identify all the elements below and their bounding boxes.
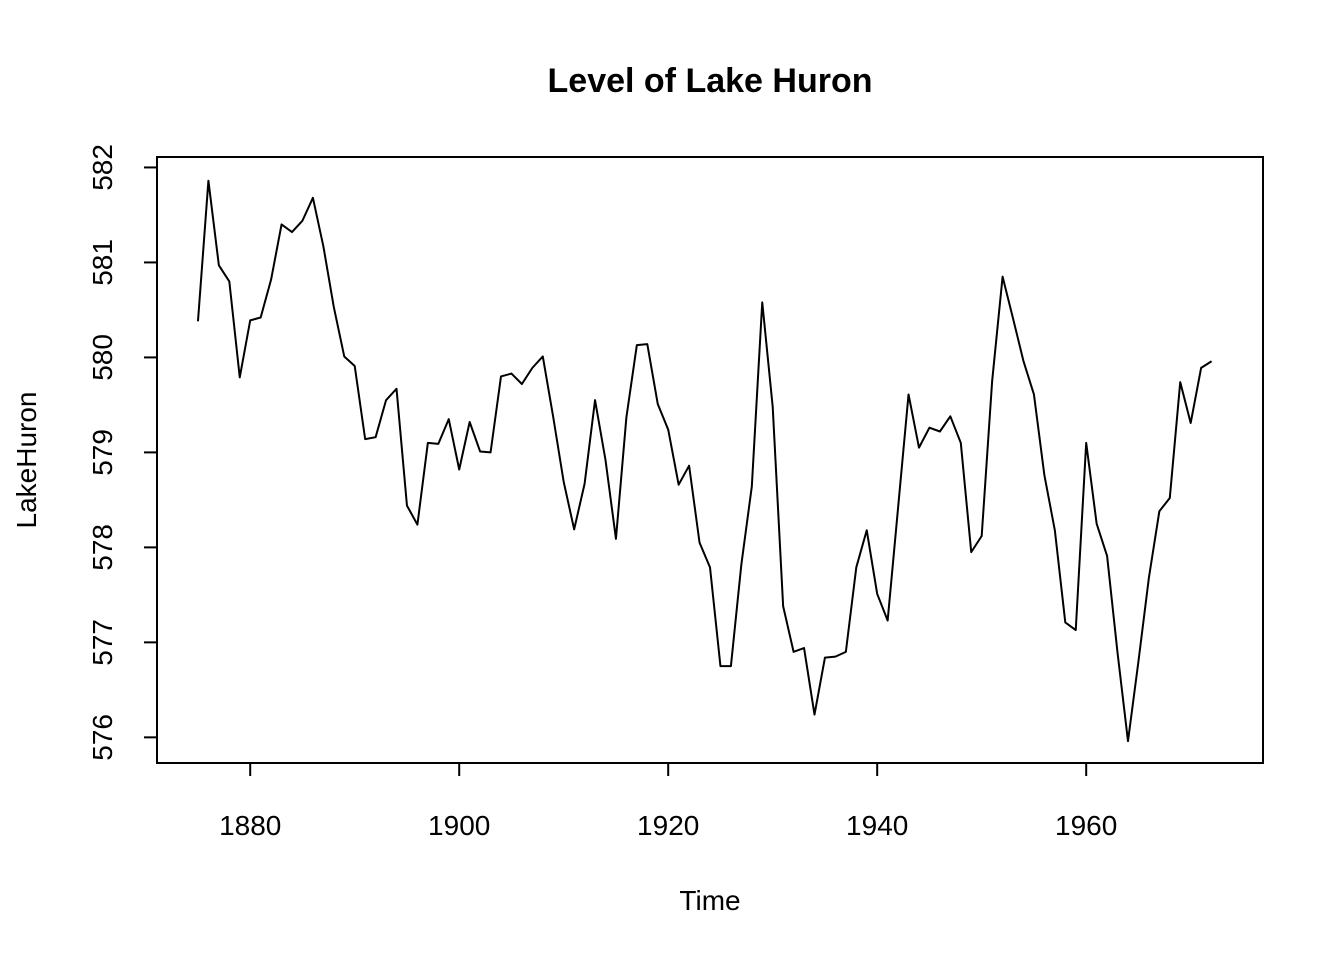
y-tick-label: 581 [87,239,118,286]
y-tick-label: 582 [87,144,118,191]
chart-title: Level of Lake Huron [548,62,873,100]
y-tick-label: 577 [87,619,118,666]
y-axis: 576 577 578 579 580 581 582 [87,144,158,761]
series-line [196,179,1213,743]
x-tick-label: 1900 [428,810,490,841]
x-tick-label: 1920 [637,810,699,841]
x-tick-label: 1880 [219,810,281,841]
x-axis-label: Time [679,885,740,916]
x-axis: 1880 1900 1920 1940 1960 [219,762,1117,841]
y-tick-label: 579 [87,429,118,476]
y-tick-label: 578 [87,524,118,571]
y-axis-label: LakeHuron [11,392,42,529]
y-tick-label: 576 [87,714,118,761]
y-tick-label: 580 [87,334,118,381]
x-tick-label: 1940 [846,810,908,841]
x-tick-label: 1960 [1055,810,1117,841]
